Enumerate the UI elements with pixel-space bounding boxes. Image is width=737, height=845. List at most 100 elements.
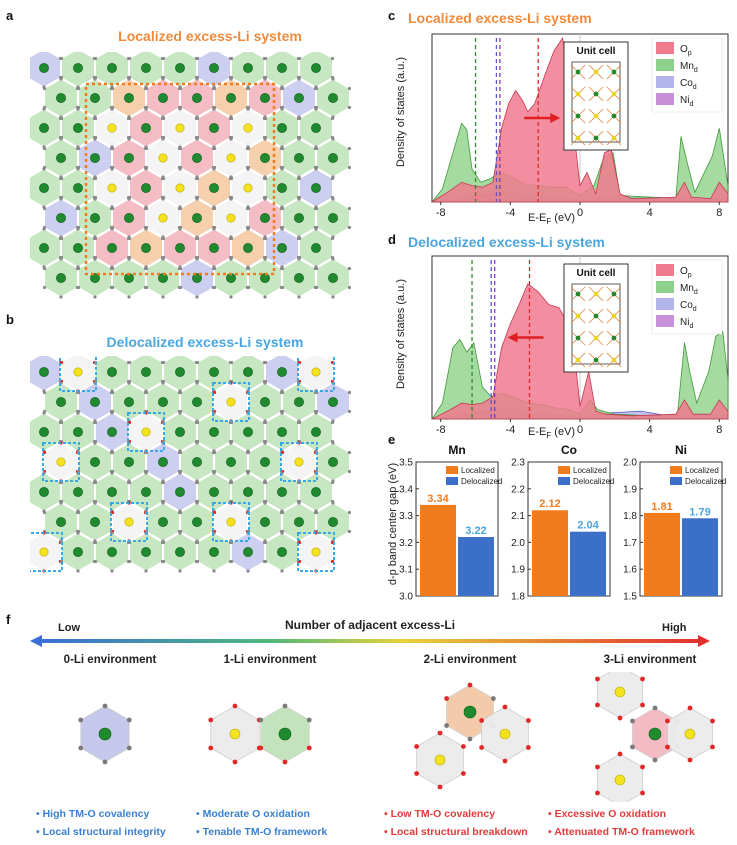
tm-atom (90, 213, 100, 223)
oxygen-atom (127, 236, 132, 241)
bullet-text: Moderate O oxidation (202, 808, 310, 820)
unit-cell-atom (611, 291, 617, 297)
tm-atom (107, 63, 117, 73)
oxygen-atom (630, 718, 635, 724)
oxygen-atom (195, 236, 200, 241)
oxygen-atom (93, 420, 98, 425)
legend-swatch (656, 298, 674, 310)
legend-swatch (670, 466, 682, 474)
legend-swatch (656, 93, 674, 105)
oxygen-atom (467, 682, 473, 688)
unit-cell-atom (593, 335, 599, 341)
oxygen-atom (640, 764, 645, 770)
oxygen-atom (59, 236, 64, 241)
unit-cell-atom (611, 357, 617, 363)
oxygen-atom (314, 107, 318, 111)
oxygen-atom (212, 266, 217, 271)
oxygen-atom (280, 206, 285, 211)
li-atom (175, 123, 185, 133)
tm-atom (90, 153, 100, 163)
oxygen-atom (127, 137, 131, 141)
legend-label: Localized (573, 466, 607, 475)
bar-value-label: 2.12 (539, 498, 560, 510)
y-tick-label: 1.7 (623, 538, 637, 549)
arrow-title: Number of adjacent excess-Li (284, 618, 456, 632)
bar-frame (415, 461, 499, 597)
oxygen-atom (110, 411, 114, 415)
bullet-excessive-o-oxidation: • Excessive O oxidation (548, 808, 667, 820)
oxygen-atom (263, 480, 268, 485)
tm-atom (209, 427, 219, 437)
tm-atom (209, 63, 219, 73)
oxygen-atom (229, 176, 234, 181)
oxygen-atom (208, 717, 214, 723)
oxygen-atom (460, 771, 466, 776)
oxygen-atom (59, 56, 64, 61)
oxygen-atom (652, 705, 658, 711)
tm-atom (73, 183, 83, 193)
oxygen-atom (665, 744, 670, 750)
oxygen-atom (59, 295, 63, 299)
delocalized-li-box (297, 532, 335, 572)
oxygen-atom (195, 381, 199, 385)
legend-label: Cod (680, 78, 697, 91)
oxygen-atom (195, 197, 199, 201)
oxygen-atom (110, 227, 114, 231)
oxygen-atom (59, 116, 64, 121)
oxygen-atom (314, 227, 318, 231)
oxygen-atom (479, 718, 485, 723)
li-atom (226, 397, 236, 407)
unit-cell-atom (575, 291, 581, 297)
oxygen-atom (161, 295, 165, 299)
delocalized-li-box (127, 412, 165, 452)
tm-atom (175, 63, 185, 73)
bar-value-label: 3.34 (427, 493, 449, 505)
oxygen-atom (297, 176, 302, 181)
oxygen-atom (110, 390, 115, 395)
bar-value-label: 1.79 (689, 506, 710, 518)
oxygen-atom (246, 86, 251, 91)
oxygen-atom (212, 107, 216, 111)
tm-atom (209, 547, 219, 557)
li-atom (311, 547, 321, 557)
y-tick-label: 2.0 (511, 538, 525, 549)
oxygen-atom (126, 717, 132, 723)
bar-localized (420, 504, 456, 596)
oxygen-atom (102, 703, 108, 709)
unit-cell-atom (611, 313, 617, 319)
arrow-head-left (30, 635, 42, 647)
oxygen-atom (144, 227, 148, 231)
unit-cell-atom (575, 335, 581, 341)
legend-swatch (446, 477, 458, 485)
oxygen-atom (161, 116, 166, 121)
dos-xlabel-unit: (eV) (551, 212, 576, 224)
tm-atom (90, 517, 100, 527)
li-atom (141, 427, 151, 437)
tm-atom (260, 457, 270, 467)
unit-cell-atom (575, 69, 581, 75)
local-environment-illustrations (78, 672, 715, 802)
unit-cell-atom (593, 91, 599, 97)
oxygen-atom (93, 480, 98, 485)
oxygen-atom (437, 730, 443, 736)
legend-label: Op (680, 44, 692, 57)
li-atom (614, 774, 626, 786)
oxygen-atom (263, 441, 267, 445)
tm-atom (294, 153, 304, 163)
oxygen-atom (263, 360, 268, 365)
legend-swatch (656, 59, 674, 71)
oxygen-atom (76, 227, 80, 231)
oxygen-atom (127, 559, 132, 564)
oxygen-atom (263, 559, 268, 564)
oxygen-atom (144, 86, 149, 91)
oxygen-atom (263, 197, 267, 201)
oxygen-atom (479, 745, 485, 750)
tm-atom (294, 93, 304, 103)
li-atom (56, 457, 66, 467)
oxygen-atom (263, 236, 268, 241)
oxygen-atom (59, 257, 63, 261)
tm-atom (311, 183, 321, 193)
legend-label: Op (680, 266, 692, 279)
tm-atom (243, 63, 253, 73)
group-title: Ni (675, 443, 687, 457)
